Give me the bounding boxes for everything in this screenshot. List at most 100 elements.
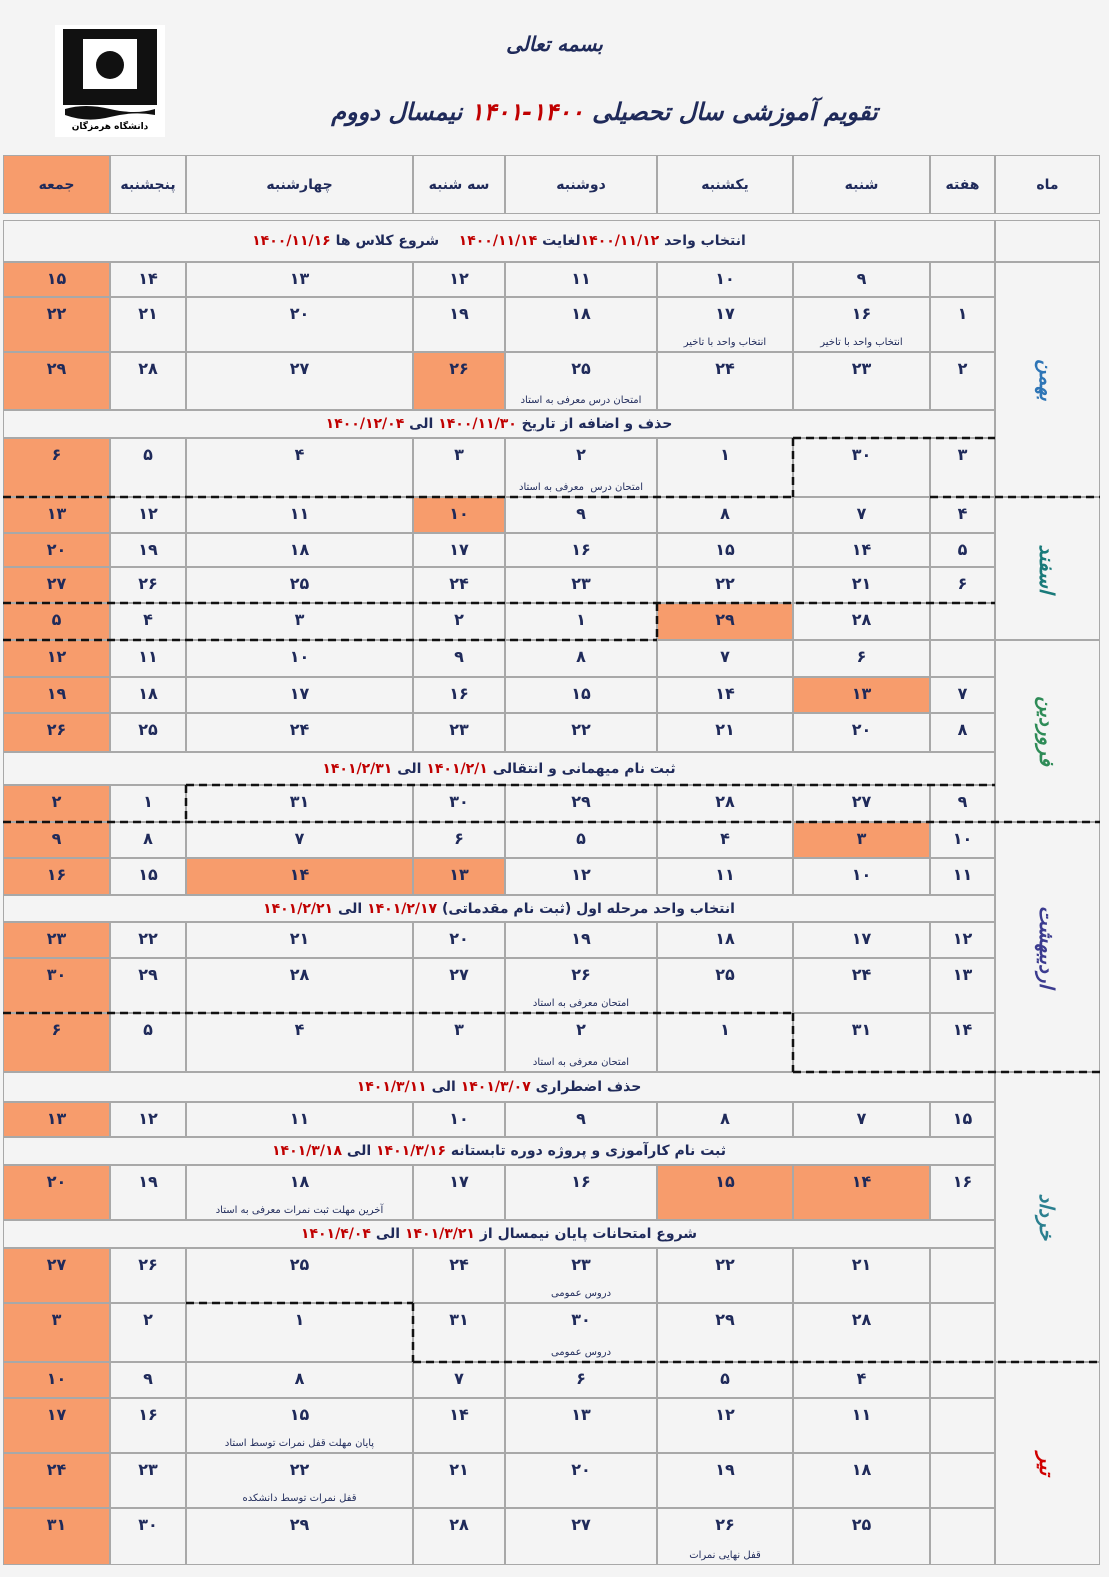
day-number: ۸ xyxy=(576,647,586,666)
day-cell: ۷ xyxy=(657,640,793,677)
day-cell: ۳۰ xyxy=(110,1508,186,1565)
day-cell: ۲۵ xyxy=(110,713,186,752)
day-number: ۹ xyxy=(856,269,867,288)
day-number: ۲۲ xyxy=(571,720,591,739)
day-cell: ۹ xyxy=(793,262,930,297)
week-cell xyxy=(930,1248,995,1303)
day-cell: ۲۸ xyxy=(110,352,186,410)
day-cell: ۲۹ xyxy=(505,785,657,822)
day-cell: ۲۵ xyxy=(657,958,793,1013)
day-number: ۱۲ xyxy=(449,269,469,288)
banner-row: انتخاب واحد مرحله اول (ثبت نام مقدماتی) … xyxy=(3,895,995,922)
column-label: دوشنبه xyxy=(556,176,606,193)
banner-text: ثبت نام میهمانی و انتقالی ۱۴۰۱/۲/۱ الی ۱… xyxy=(4,761,994,777)
day-cell: ۱۸ xyxy=(657,922,793,958)
day-cell: ۷ xyxy=(186,822,413,858)
day-cell: ۱۱ xyxy=(793,1398,930,1453)
week-cell: ۸ xyxy=(930,713,995,752)
day-cell: ۶ xyxy=(505,1362,657,1398)
page-title: تقویم آموزشی سال تحصیلی ۱۴۰۰-۱۴۰۱ نیمسال… xyxy=(300,98,909,126)
text-part: ۱۴۰۰-۱۴۰۱ xyxy=(470,98,584,126)
day-number: ۱۹ xyxy=(46,684,67,703)
day-cell: ۲۱ xyxy=(793,1248,930,1303)
day-cell: ۲۷ xyxy=(505,1508,657,1565)
day-cell: ۴ xyxy=(793,1362,930,1398)
column-header: هفته xyxy=(930,155,995,214)
day-number: ۲۴ xyxy=(851,965,872,984)
text-part: شروع کلاس ها xyxy=(330,233,459,249)
banner-row: انتخاب واحد ۱۴۰۰/۱۱/۱۲لغایت ۱۴۰۰/۱۱/۱۴ ش… xyxy=(3,220,995,262)
month-cell xyxy=(995,1362,1100,1565)
day-number: ۲۴ xyxy=(46,1460,67,1479)
week-cell: ۱۲ xyxy=(930,922,995,958)
banner-row: حذف اضطراری ۱۴۰۱/۳/۰۷ الی ۱۴۰۱/۳/۱۱ xyxy=(3,1072,995,1102)
day-cell: ۳ xyxy=(3,1303,110,1362)
day-number: ۴ xyxy=(856,1369,867,1388)
day-number: ۲۷ xyxy=(571,1515,591,1534)
day-number: ۳ xyxy=(51,1310,62,1329)
day-number: ۲۴ xyxy=(289,720,310,739)
week-cell: ۵ xyxy=(930,533,995,567)
day-cell: ۱۱ xyxy=(186,497,413,533)
day-number: ۸ xyxy=(294,1369,305,1388)
day-cell: ۱۳ xyxy=(505,1398,657,1453)
day-cell: ۱۷ xyxy=(413,533,505,567)
text-part: ۱۴۰۱/۴/۰۴ xyxy=(300,1226,371,1242)
column-label: ماه xyxy=(1036,176,1059,193)
day-number: ۱ xyxy=(720,1020,730,1039)
day-number: ۸ xyxy=(720,1109,730,1128)
day-number: ۴ xyxy=(720,829,730,848)
text-part: ۱۴۰۱/۳/۲۱ xyxy=(404,1226,475,1242)
day-cell: ۲۴ xyxy=(793,958,930,1013)
banner-row: شروع امتحانات پایان نیمسال از ۱۴۰۱/۳/۲۱ … xyxy=(3,1220,995,1248)
day-number: ۱۹ xyxy=(138,540,158,559)
day-cell: ۲۰ xyxy=(186,297,413,352)
day-cell: ۱ xyxy=(505,603,657,640)
day-cell: ۲۹ xyxy=(657,1303,793,1362)
day-number: ۱ xyxy=(143,792,153,811)
week-cell: ۱۰ xyxy=(930,822,995,858)
day-number: ۲ xyxy=(454,610,464,629)
day-cell: ۱۰ xyxy=(413,497,505,533)
day-cell: ۱۸ xyxy=(505,297,657,352)
day-number: ۶ xyxy=(576,1369,586,1388)
day-cell: ۱۶ انتخاب واحد با تاخیر xyxy=(793,297,930,352)
day-number: ۲۱ xyxy=(289,929,310,948)
text-part: ۱۴۰۰/۱۱/۳۰ xyxy=(438,416,517,432)
column-label: هفته xyxy=(945,176,980,193)
day-number: ۲۲ xyxy=(715,1255,735,1274)
day-cell: ۱۱ xyxy=(186,1102,413,1137)
day-cell: ۲۹ xyxy=(657,603,793,640)
week-number: ۱۲ xyxy=(952,929,973,948)
day-number: ۲۶ xyxy=(138,1255,158,1274)
day-number: ۱۱ xyxy=(571,269,591,288)
day-cell: ۲۲ xyxy=(657,1248,793,1303)
day-cell: ۹ xyxy=(413,640,505,677)
day-cell: ۳۰ xyxy=(3,958,110,1013)
day-number: ۱۰ xyxy=(449,504,469,523)
day-cell: ۵ xyxy=(110,1013,186,1072)
day-number: ۱۰ xyxy=(715,269,735,288)
day-note: دروس عمومی xyxy=(550,1288,612,1299)
text-part: نیمسال دووم xyxy=(331,98,471,126)
day-cell: ۱۳ xyxy=(186,262,413,297)
day-cell: ۱۲ xyxy=(413,262,505,297)
column-header: جمعه xyxy=(3,155,110,214)
text-part: حذف و اضافه از تاریخ xyxy=(516,416,673,432)
day-number: ۹ xyxy=(51,829,62,848)
day-number: ۴ xyxy=(143,610,153,629)
day-number: ۲۳ xyxy=(138,1460,158,1479)
day-cell: ۲۴ xyxy=(413,1248,505,1303)
column-header: دوشنبه xyxy=(505,155,657,214)
column-label: سه شنبه xyxy=(428,176,490,193)
text-part: الی xyxy=(404,416,439,432)
day-number: ۲۲ xyxy=(715,574,735,593)
day-number: ۵ xyxy=(720,1369,730,1388)
day-number: ۳۱ xyxy=(46,1515,67,1534)
day-cell: ۹ xyxy=(110,1362,186,1398)
day-cell: ۲۵ امتحان درس معرفی به استاد xyxy=(505,352,657,410)
day-cell: ۸ xyxy=(657,497,793,533)
day-cell: ۲۰ xyxy=(3,533,110,567)
day-cell: ۳۰ دروس عمومی xyxy=(505,1303,657,1362)
